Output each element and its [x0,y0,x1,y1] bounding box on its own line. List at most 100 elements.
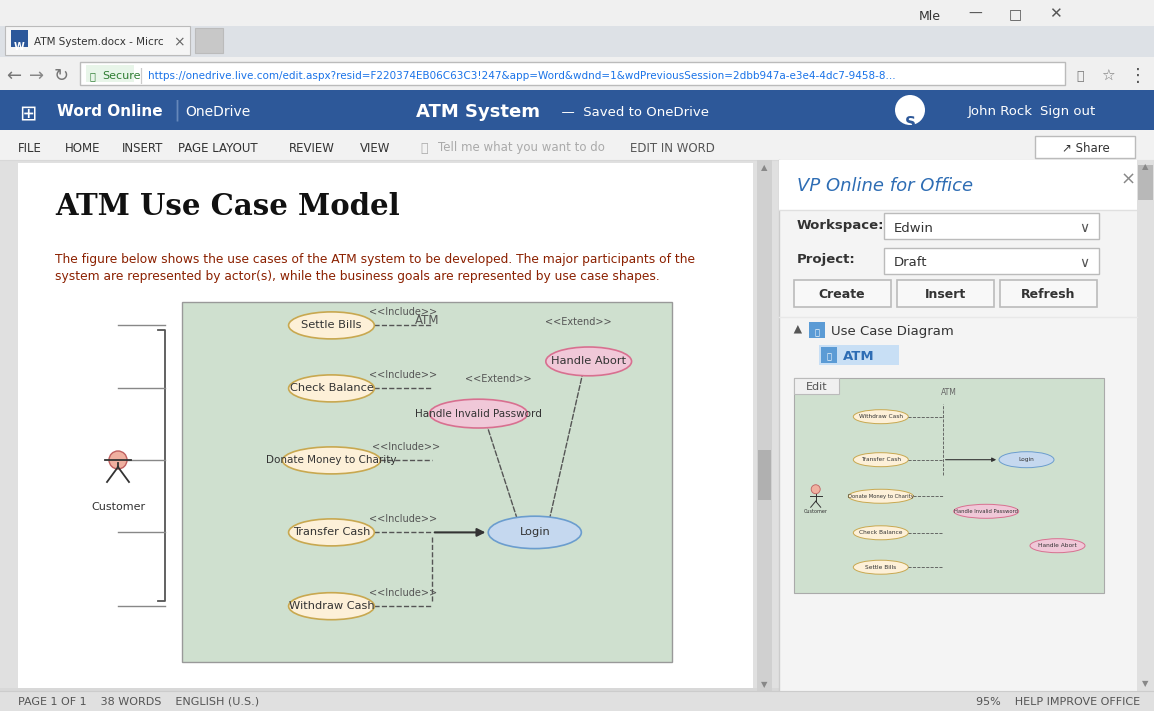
Text: 🔒: 🔒 [90,71,96,81]
Bar [794,378,839,394]
Bar [5,26,190,55]
Text: ▲: ▲ [1141,163,1148,171]
Text: ATM: ATM [844,351,875,363]
Text: INSERT: INSERT [122,141,164,154]
Text: ATM: ATM [414,314,440,327]
Text: ▼: ▼ [760,680,767,690]
Bar [1138,165,1153,200]
Text: —  Saved to OneDrive: — Saved to OneDrive [553,105,709,119]
Text: ATM System.docx - Micrc: ATM System.docx - Micrc [33,37,164,47]
Text: Tell me what you want to do: Tell me what you want to do [439,141,605,154]
Text: Customer: Customer [91,502,145,512]
Ellipse shape [853,453,908,466]
Bar [0,57,1154,90]
Text: John Rock: John Rock [968,105,1033,119]
Ellipse shape [853,526,908,540]
Bar [1001,280,1097,307]
Bar [794,280,891,307]
Text: REVIEW: REVIEW [288,141,335,154]
Bar [1035,136,1136,158]
Text: ATM: ATM [941,388,957,397]
Text: Word Online: Word Online [58,105,163,119]
Bar [757,160,772,691]
Text: ◀: ◀ [10,693,16,699]
Text: Refresh: Refresh [1021,289,1076,301]
Text: →: → [30,67,45,85]
Bar [18,163,754,688]
Text: ↗ Share: ↗ Share [1062,142,1110,156]
Text: PAGE 1 OF 1    38 WORDS    ENGLISH (U.S.): PAGE 1 OF 1 38 WORDS ENGLISH (U.S.) [18,697,260,707]
Text: Login: Login [1019,457,1034,462]
Text: ▲: ▲ [760,164,767,173]
Ellipse shape [1031,539,1085,552]
Bar [758,450,771,500]
Bar [80,62,1065,85]
Text: |: | [138,68,143,84]
Text: system are represented by actor(s), while the business goals are represented by : system are represented by actor(s), whil… [55,270,660,283]
Bar [820,347,837,363]
Text: 95%    HELP IMPROVE OFFICE: 95% HELP IMPROVE OFFICE [976,697,1140,707]
Text: Create: Create [818,289,866,301]
Text: W: W [14,42,24,52]
Text: <<Include>>: <<Include>> [369,370,437,380]
Text: HOME: HOME [66,141,100,154]
Ellipse shape [953,504,1019,518]
Circle shape [811,485,820,493]
Bar [897,280,994,307]
Text: ATM System: ATM System [415,103,540,121]
Text: Handle Invalid Password: Handle Invalid Password [415,409,542,419]
Bar [0,688,779,703]
Text: <<Extend>>: <<Extend>> [465,374,532,384]
Text: 🔑: 🔑 [1077,70,1084,82]
Text: Draft: Draft [894,257,928,269]
Text: VP Online for Office: VP Online for Office [797,177,973,195]
Text: <<Include>>: <<Include>> [372,442,440,452]
Ellipse shape [546,347,631,376]
Ellipse shape [288,593,374,620]
Text: ×: × [1121,171,1136,189]
Circle shape [896,95,926,125]
Text: Customer: Customer [803,509,827,514]
Bar [12,30,28,47]
Bar [1137,160,1154,691]
Bar [0,691,1154,711]
Bar [0,160,779,691]
Text: VIEW: VIEW [360,141,390,154]
Bar [884,248,1099,274]
Text: 🚶: 🚶 [826,353,832,361]
Text: https://onedrive.live.com/edit.aspx?resid=F220374EB06C63C3!247&app=Word&wdnd=1&w: https://onedrive.live.com/edit.aspx?resi… [148,71,896,81]
Text: S: S [905,117,915,132]
Bar [779,160,1137,210]
Text: —: — [968,7,982,21]
Bar [0,0,1154,26]
Ellipse shape [853,410,908,424]
Ellipse shape [848,489,913,503]
Text: Transfer Cash: Transfer Cash [293,528,370,538]
Text: Project:: Project: [797,254,856,267]
Text: Withdraw Cash: Withdraw Cash [859,415,902,419]
Bar [779,160,1154,691]
Text: <<Include>>: <<Include>> [369,514,437,525]
Bar [794,378,1104,593]
Text: ☆: ☆ [1101,68,1115,83]
Text: Settle Bills: Settle Bills [301,321,361,331]
Bar [819,345,899,365]
Ellipse shape [288,519,374,546]
Bar [182,302,672,662]
Text: Settle Bills: Settle Bills [866,565,897,570]
Text: ∨: ∨ [1079,221,1089,235]
Circle shape [108,451,127,469]
Text: |: | [173,100,180,121]
Ellipse shape [288,312,374,339]
Text: ×: × [173,35,185,49]
Text: FILE: FILE [18,141,42,154]
Text: □: □ [1009,7,1021,21]
Text: ◀: ◀ [792,324,802,332]
Text: Handle Abort: Handle Abort [1039,543,1077,548]
Text: Transfer Cash: Transfer Cash [861,457,901,462]
Text: ⊞: ⊞ [20,103,37,123]
Text: Mle: Mle [919,9,941,23]
Text: <<Extend>>: <<Extend>> [546,317,612,327]
Text: ←: ← [7,67,22,85]
Bar [0,130,1154,160]
